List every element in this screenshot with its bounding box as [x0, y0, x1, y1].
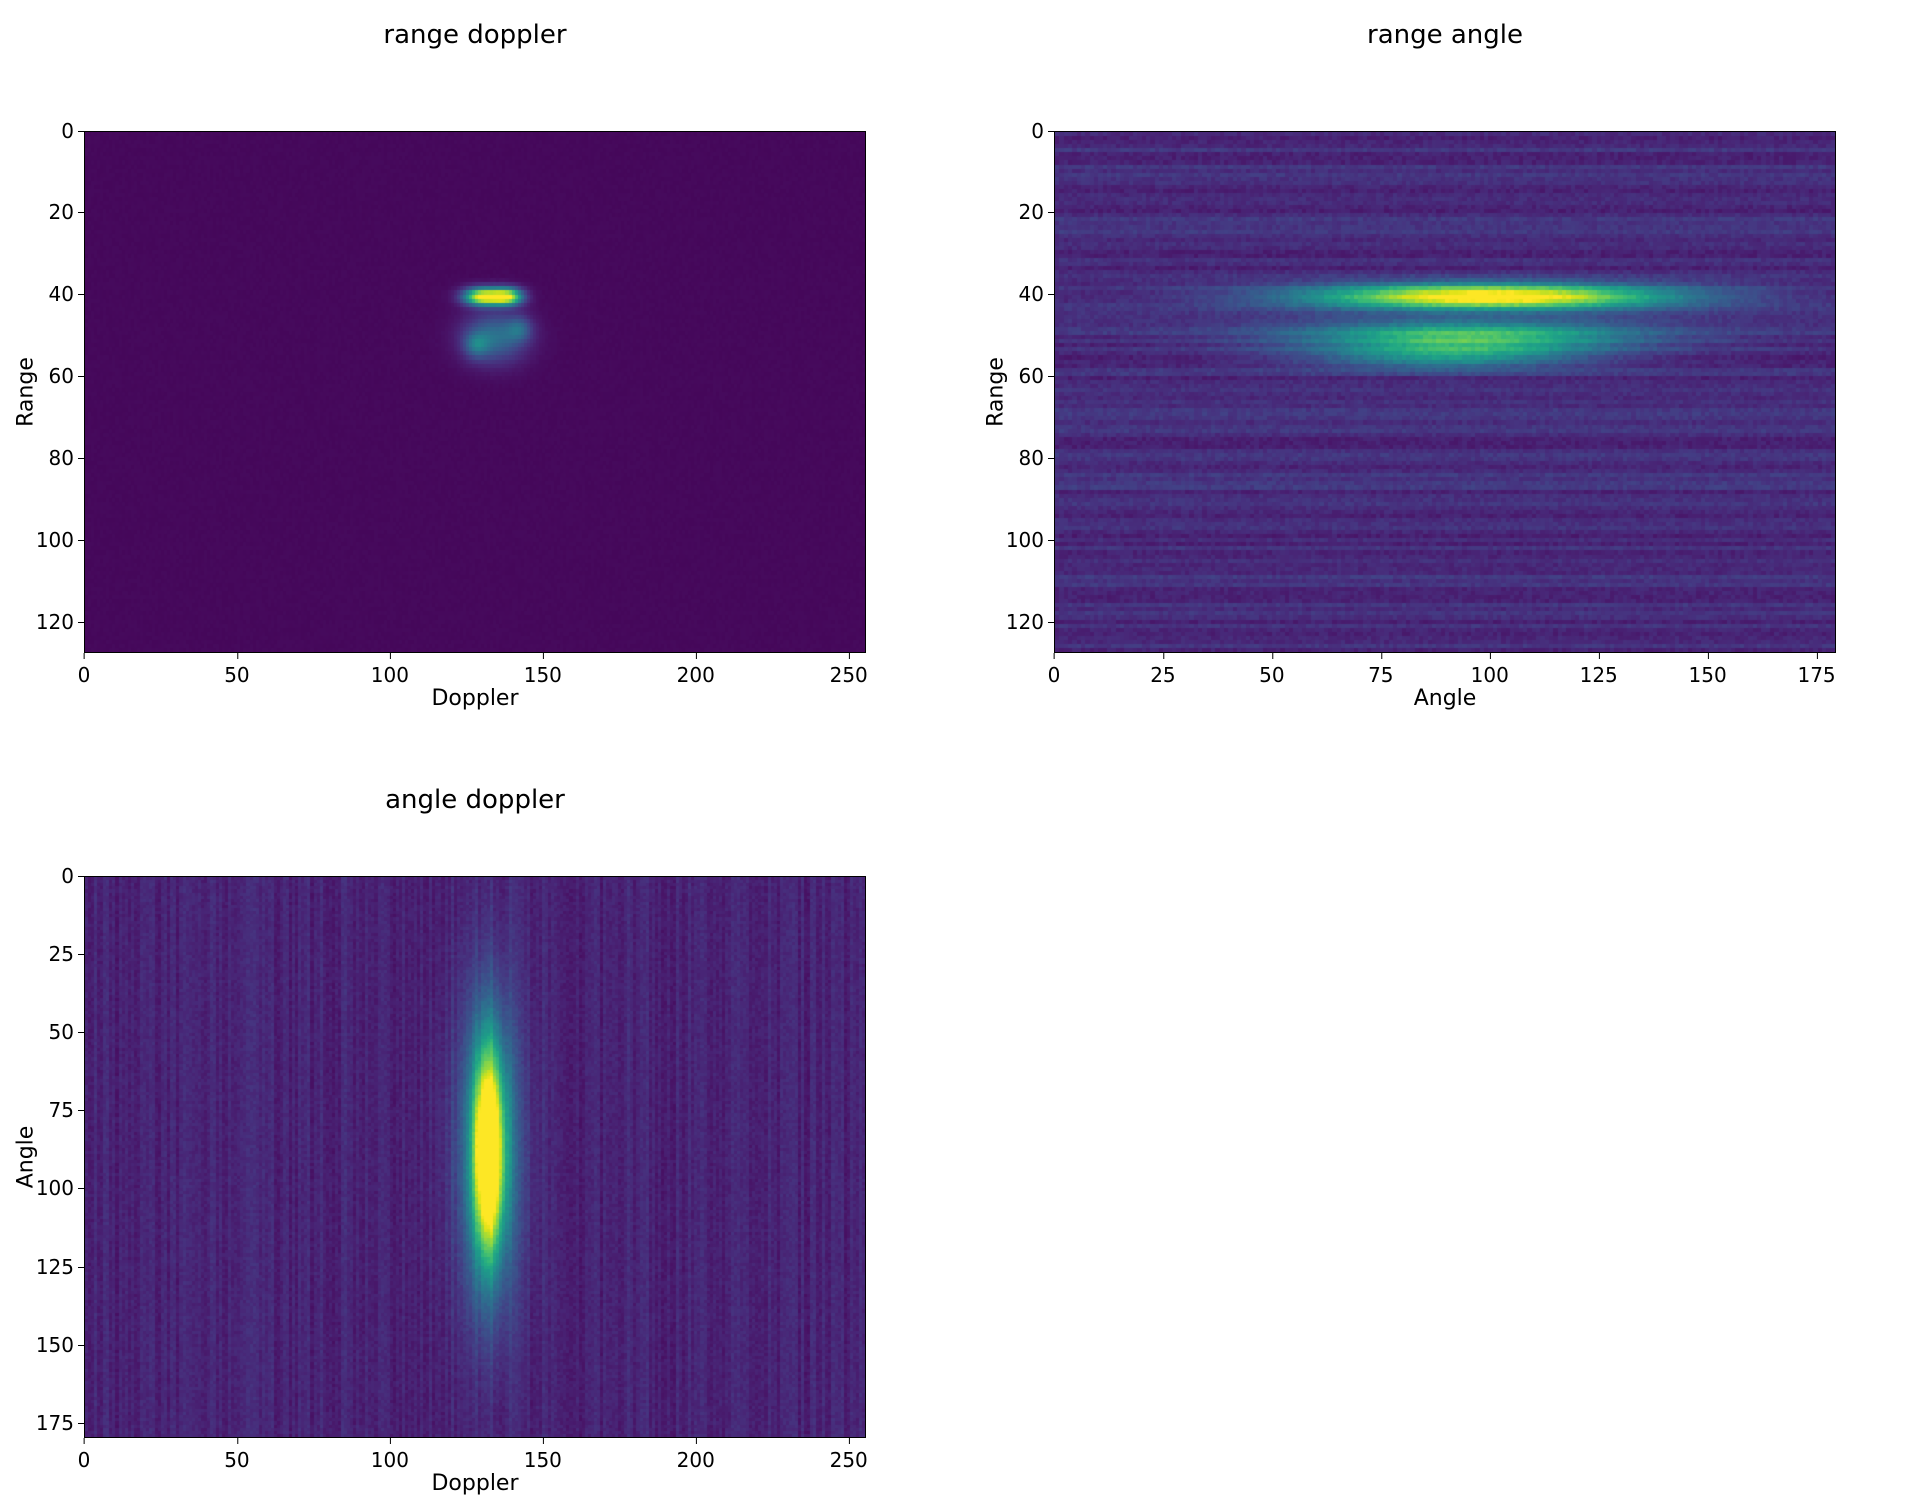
heatmap-canvas [1054, 131, 1836, 653]
y-tick: 80 [1019, 446, 1054, 470]
x-tick: 125 [1580, 653, 1618, 687]
x-tick: 0 [78, 653, 91, 687]
x-axis-label: Doppler [431, 686, 518, 711]
x-tick: 50 [224, 1438, 249, 1472]
x-tick: 150 [1689, 653, 1727, 687]
y-tick: 100 [36, 1176, 84, 1200]
y-tick: 0 [61, 864, 84, 888]
heatmap-canvas [84, 876, 866, 1438]
x-tick: 175 [1797, 653, 1835, 687]
plot-area: Angle Doppler 05010015020025002550751001… [20, 823, 930, 1490]
y-tick: 50 [49, 1020, 84, 1044]
heatmap-canvas [84, 131, 866, 653]
x-tick: 100 [371, 653, 409, 687]
y-tick: 80 [49, 446, 84, 470]
y-tick: 100 [1006, 528, 1054, 552]
plot-inner: Range Doppler 05010015020025002040608010… [84, 131, 866, 653]
x-tick: 25 [1150, 653, 1175, 687]
panel-range-doppler: range doppler Range Doppler 050100150200… [20, 20, 930, 725]
y-tick: 100 [36, 528, 84, 552]
figure-grid: range doppler Range Doppler 050100150200… [20, 20, 1900, 1490]
y-tick: 25 [49, 942, 84, 966]
panel-title: angle doppler [385, 785, 565, 815]
y-axis-label: Range [14, 357, 39, 427]
panel-angle-doppler: angle doppler Angle Doppler 050100150200… [20, 785, 930, 1490]
x-tick: 0 [78, 1438, 91, 1472]
y-axis-label: Range [984, 357, 1009, 427]
y-tick: 40 [49, 282, 84, 306]
plot-area: Range Angle 0255075100125150175020406080… [990, 58, 1900, 725]
x-tick: 100 [371, 1438, 409, 1472]
y-tick: 0 [1031, 119, 1054, 143]
x-tick: 75 [1368, 653, 1393, 687]
plot-inner: Range Angle 0255075100125150175020406080… [1054, 131, 1836, 653]
x-axis-label: Doppler [431, 1471, 518, 1496]
y-tick: 175 [36, 1411, 84, 1435]
panel-empty [990, 785, 1900, 1490]
y-tick: 150 [36, 1333, 84, 1357]
x-tick: 50 [224, 653, 249, 687]
x-tick: 150 [524, 653, 562, 687]
y-tick: 0 [61, 119, 84, 143]
y-tick: 120 [1006, 610, 1054, 634]
x-tick: 0 [1048, 653, 1061, 687]
x-tick: 250 [830, 1438, 868, 1472]
x-axis-label: Angle [1414, 686, 1477, 711]
y-tick: 40 [1019, 282, 1054, 306]
x-tick: 250 [830, 653, 868, 687]
x-tick: 50 [1259, 653, 1284, 687]
plot-inner: Angle Doppler 05010015020025002550751001… [84, 876, 866, 1438]
panel-range-angle: range angle Range Angle 0255075100125150… [990, 20, 1900, 725]
panel-title: range angle [1367, 20, 1523, 50]
y-tick: 60 [49, 364, 84, 388]
plot-area: Range Doppler 05010015020025002040608010… [20, 58, 930, 725]
y-tick: 60 [1019, 364, 1054, 388]
x-tick: 200 [677, 653, 715, 687]
x-tick: 150 [524, 1438, 562, 1472]
y-tick: 125 [36, 1255, 84, 1279]
y-axis-label: Angle [14, 1125, 39, 1188]
y-tick: 120 [36, 610, 84, 634]
y-tick: 20 [1019, 200, 1054, 224]
panel-title: range doppler [383, 20, 566, 50]
y-tick: 20 [49, 200, 84, 224]
y-tick: 75 [49, 1098, 84, 1122]
x-tick: 100 [1471, 653, 1509, 687]
x-tick: 200 [677, 1438, 715, 1472]
